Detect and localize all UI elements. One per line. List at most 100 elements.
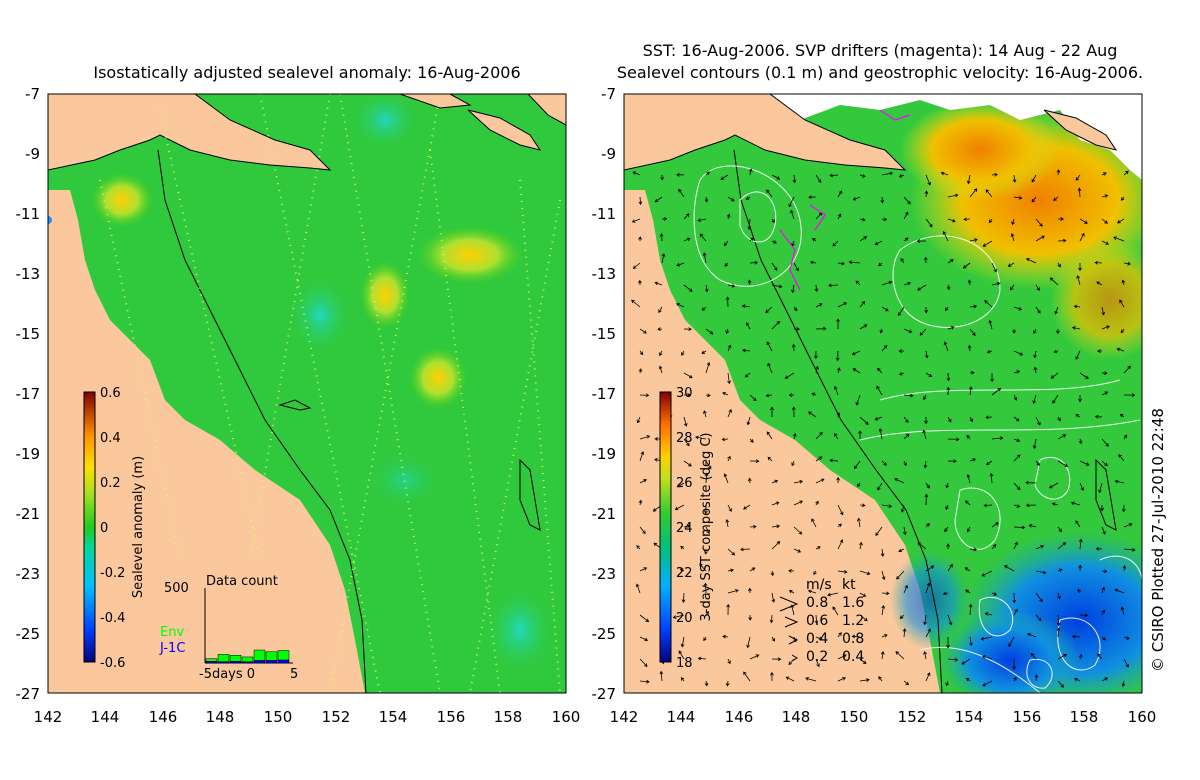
right-panel-title-line1: SST: 16-Aug-2006. SVP drifters (magenta)… [642, 41, 1118, 60]
y-tick-label: -15 [16, 325, 41, 343]
velocity-arrow [727, 372, 731, 385]
velocity-arrow [925, 218, 933, 228]
velocity-arrow [1101, 586, 1105, 594]
velocity-arrow [946, 284, 951, 291]
velocity-arrow [683, 393, 691, 397]
velocity-arrow [925, 523, 930, 528]
velocity-arrow [1057, 526, 1062, 533]
velocity-arrow [1057, 653, 1067, 660]
velocity-arrow [945, 482, 950, 489]
velocity-arrow-icon [784, 616, 799, 628]
velocity-arrow [946, 386, 951, 396]
sla-anomaly [408, 346, 468, 410]
data-count-inset: Data count 500 -5days 0 5 Env J-1C [159, 574, 298, 682]
sla-colorbar-tick: 0 [100, 521, 108, 536]
velocity-arrow [1101, 460, 1108, 467]
velocity-arrow [859, 324, 868, 330]
velocity-arrow [1056, 614, 1061, 626]
y-tick-label: -17 [592, 385, 617, 403]
velocity-arrow [1123, 636, 1130, 640]
velocity-arrow [881, 570, 886, 581]
velocity-arrow [1075, 414, 1081, 418]
data-count-bar-env [277, 650, 290, 661]
velocity-arrow [703, 410, 707, 418]
velocity-arrow [791, 460, 795, 467]
velocity-arrow [1026, 632, 1037, 638]
velocity-arrow [705, 171, 710, 176]
velocity-arrow [1052, 394, 1059, 404]
sla-colorbar-tick: -0.6 [100, 656, 125, 671]
y-tick-label: -25 [16, 625, 41, 643]
sst-warm-patch [900, 100, 1060, 200]
velocity-arrow [771, 262, 778, 271]
y-tick-label: -27 [592, 685, 617, 703]
velocity-arrow [837, 367, 841, 374]
velocity-arrow [703, 582, 708, 594]
velocity-arrow [878, 428, 883, 440]
sst-colorbar-tick: 20 [676, 611, 693, 626]
velocity-arrow [1120, 328, 1125, 334]
velocity-legend-ms: 0.6 [806, 613, 828, 629]
sla-anomaly [288, 275, 352, 355]
velocity-arrows [631, 168, 1136, 688]
velocity-arrow [903, 584, 908, 594]
velocity-arrow [947, 259, 954, 264]
velocity-arrow [815, 658, 820, 668]
velocity-arrow [771, 218, 775, 224]
velocity-arrow [767, 456, 773, 462]
velocity-arrow [837, 539, 844, 550]
velocity-arrow [834, 432, 839, 440]
velocity-arrow [903, 416, 909, 423]
sla-colorbar-title: Sealevel anomaly (m) [131, 456, 146, 598]
velocity-legend-ms-header: m/s [806, 577, 832, 593]
velocity-arrow [727, 504, 732, 513]
velocity-arrow [917, 284, 927, 291]
velocity-arrow [770, 570, 775, 577]
velocity-arrow [748, 614, 753, 621]
velocity-arrow [788, 196, 795, 208]
velocity-arrow [924, 493, 929, 506]
velocity-arrow [969, 547, 978, 552]
velocity-arrow [749, 654, 760, 660]
velocity-arrow [704, 680, 709, 687]
velocity-arrow [705, 526, 710, 535]
velocity-arrow [897, 306, 905, 317]
velocity-arrow [859, 678, 870, 682]
velocity-arrow [792, 174, 797, 184]
sla-colorbar-tick: -0.4 [100, 611, 125, 626]
velocity-arrow [837, 569, 848, 574]
data-count-bar-j1c [253, 660, 266, 664]
velocity-arrow [1030, 652, 1037, 660]
y-tick-label: -9 [25, 145, 40, 163]
velocity-arrow [945, 680, 950, 687]
velocity-arrow [727, 344, 732, 352]
velocity-arrow [639, 658, 648, 667]
velocity-arrow [1079, 613, 1089, 618]
velocity-arrow [683, 416, 688, 427]
velocity-arrow [1078, 263, 1082, 272]
velocity-arrow [876, 385, 883, 396]
legend-j1c: J-1C [159, 641, 185, 656]
velocity-arrow [705, 460, 712, 470]
velocity-arrow [793, 500, 804, 506]
velocity-arrow [724, 262, 729, 267]
velocity-arrow [940, 171, 949, 176]
sla-anomaly [359, 260, 411, 330]
sst-colorbar-title: 3-day SST composite (deg C) [699, 432, 714, 621]
velocity-arrow [1075, 350, 1081, 360]
sla-map [48, 94, 566, 693]
velocity-arrow [903, 526, 907, 536]
velocity-arrow [749, 524, 757, 529]
velocity-arrow [704, 472, 709, 484]
velocity-arrow [966, 474, 971, 484]
velocity-arrow [942, 591, 949, 596]
velocity-arrow [766, 431, 773, 440]
velocity-arrow [805, 677, 817, 682]
velocity-arrow [947, 437, 960, 442]
velocity-arrow [1035, 306, 1041, 314]
x-tick-label: 144 [667, 708, 696, 726]
velocity-arrow [727, 284, 736, 288]
velocity-arrow [808, 195, 817, 200]
y-tick-label: -13 [592, 265, 617, 283]
velocity-arrow [880, 196, 885, 204]
